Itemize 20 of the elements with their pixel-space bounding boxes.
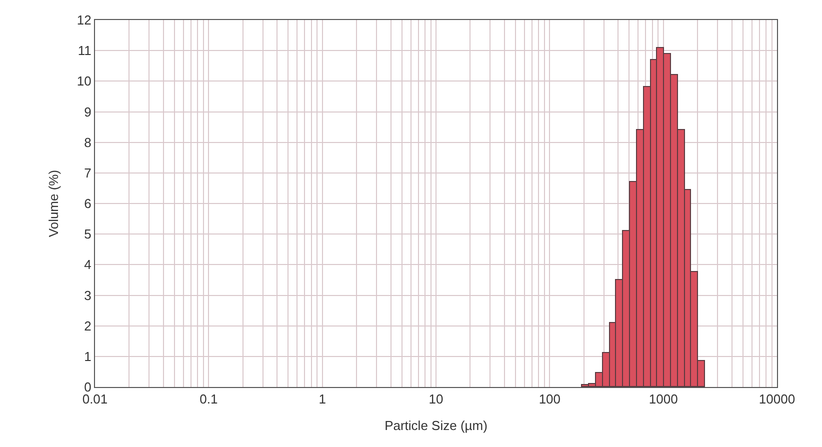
y-tick-label: 6 — [84, 196, 92, 212]
y-axis-title: Volume (%) — [46, 170, 61, 238]
x-tick-label: 0.1 — [200, 392, 218, 407]
x-tick-label: 10000 — [758, 392, 796, 407]
y-tick-label: 11 — [78, 43, 92, 58]
y-tick-label: 5 — [84, 226, 92, 242]
y-tick-label: 12 — [76, 12, 92, 28]
x-tick-label: 10 — [428, 392, 444, 407]
y-tick-label: 8 — [84, 134, 92, 150]
y-tick-label: 10 — [76, 74, 92, 89]
x-tick-label: 1 — [318, 392, 326, 407]
x-tick-label: 100 — [538, 392, 561, 407]
y-tick-label: 7 — [84, 165, 92, 180]
y-tick-label: 3 — [84, 288, 92, 303]
y-tick-label: 4 — [84, 257, 92, 272]
x-tick-label: 1000 — [648, 392, 678, 407]
y-tick-label: 1 — [84, 348, 92, 364]
y-tick-label: 2 — [84, 318, 92, 334]
x-axis-title: Particle Size (µm) — [384, 418, 488, 434]
y-tick-label: 9 — [84, 104, 92, 120]
